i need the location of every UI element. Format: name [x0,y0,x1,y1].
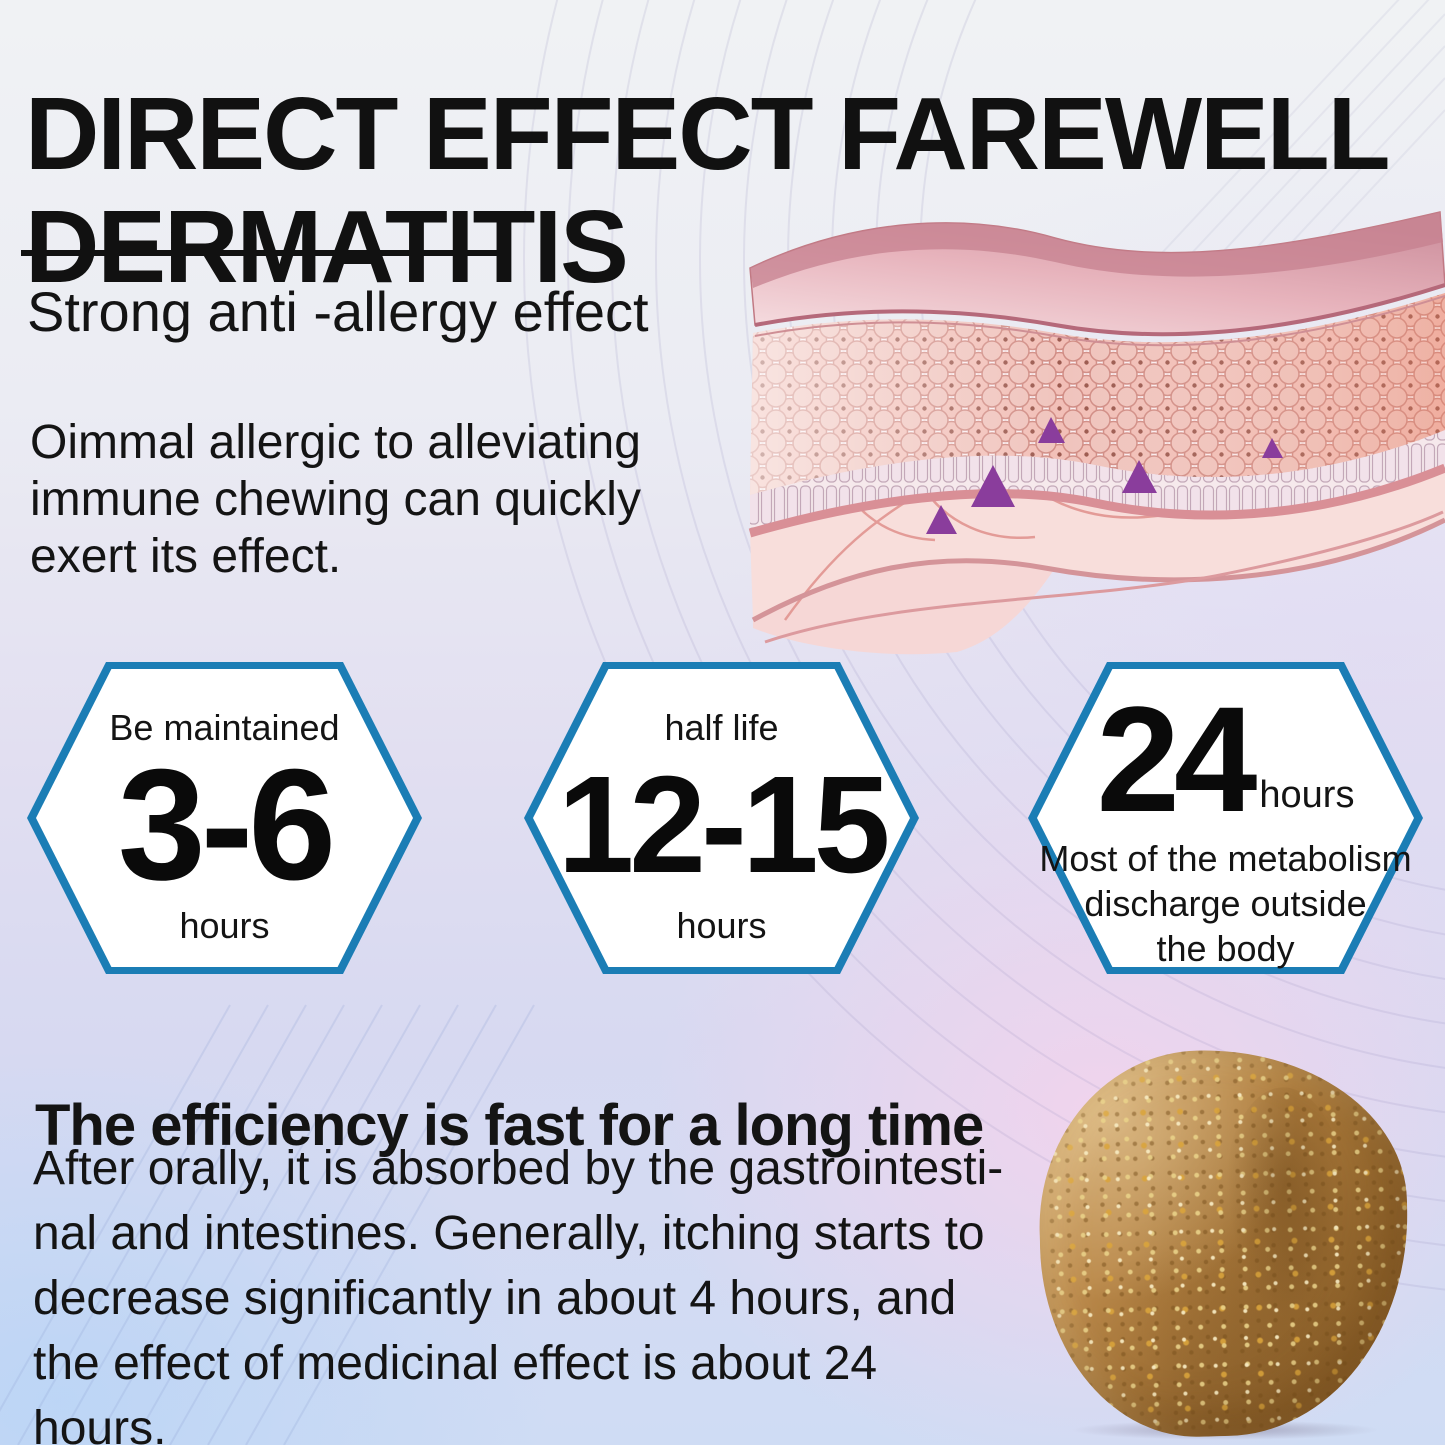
benefit-line: hours. [33,1402,167,1445]
page-title-line2: DERMATITIS [25,189,629,304]
stat-label: Be maintained [109,707,340,748]
skin-cross-section-illustration [748,211,1445,655]
stat-unit: hours [179,905,270,946]
skin-surface-edge [754,283,1445,337]
stat-unit: hours [676,905,767,946]
intro-line: Oimmal allergic to alleviating [30,416,641,469]
hexagon-content: Be maintained 3-6 hours [27,662,422,974]
stat-value-row: 24 hours [1097,684,1355,834]
stat-value: 12-15 [557,748,891,902]
stat-caption-line: Most of the metabolism [1039,838,1412,879]
basal-cell-layer [750,430,1445,533]
benefit-line: the effect of medicinal effect is about … [33,1337,878,1390]
stat-label: half life [664,707,779,748]
stat-caption-line: the body [1156,928,1295,969]
benefit-heading: The efficiency is fast for a long time [35,1093,984,1159]
stat-hexagon-maintained: Be maintained 3-6 hours [27,662,422,974]
stat-hexagon-half-life: half life 12-15 hours [524,662,919,974]
benefit-line: After orally, it is absorbed by the gast… [33,1142,1004,1195]
subtitle: Strong anti -allergy effect [27,280,649,343]
hexagon-fill [36,669,413,967]
dermis-layer [750,468,1445,620]
benefit-paragraph: After orally, it is absorbed by the gast… [33,1136,1003,1445]
intro-line: immune chewing can quickly [30,473,641,526]
title-underline [21,250,497,256]
benefit-line: decrease significantly in about 4 hours,… [33,1272,957,1325]
stratum-line [754,295,1445,347]
hexagon-content: 24 hours Most of the metabolism discharg… [1028,662,1423,974]
hexagon-content: half life 12-15 hours [524,662,919,974]
stat-hexagon-metabolism: 24 hours Most of the metabolism discharg… [1028,662,1423,974]
stat-caption-line: discharge outside [1084,883,1367,924]
allergen-triangle-icon [926,505,957,534]
intro-paragraph: Oimmal allergic to alleviating immune ch… [30,414,641,585]
stat-value: 3-6 [117,737,336,913]
allergen-triangle-icon [1262,438,1283,458]
allergen-triangle-icon [1038,417,1065,443]
intro-line: exert its effect. [30,530,342,583]
skin-surface-back-band [750,212,1443,288]
hexagon-fill [1037,669,1414,967]
chew-treat-photo [1035,1045,1413,1441]
skin-front-face [753,560,1055,655]
allergen-triangle-icon [971,465,1015,507]
page-title: DIRECT EFFECT FAREWELL DERMATITIS [25,76,1391,304]
page-title-line1: DIRECT EFFECT FAREWELL [25,76,1391,191]
stat-unit: hours [1259,774,1355,816]
benefit-line: nal and intestines. Generally, itching s… [33,1207,985,1260]
stat-caption: Most of the metabolism discharge outside… [1039,836,1411,971]
stat-value: 24 [1096,675,1258,843]
hexagon-fill [533,669,910,967]
dermis-lower-vessel [764,510,1444,644]
allergen-markers [926,417,1283,534]
allergen-triangle-icon [1122,460,1157,493]
dermis-bottom-edge [751,517,1445,623]
basement-membrane [748,463,1445,538]
